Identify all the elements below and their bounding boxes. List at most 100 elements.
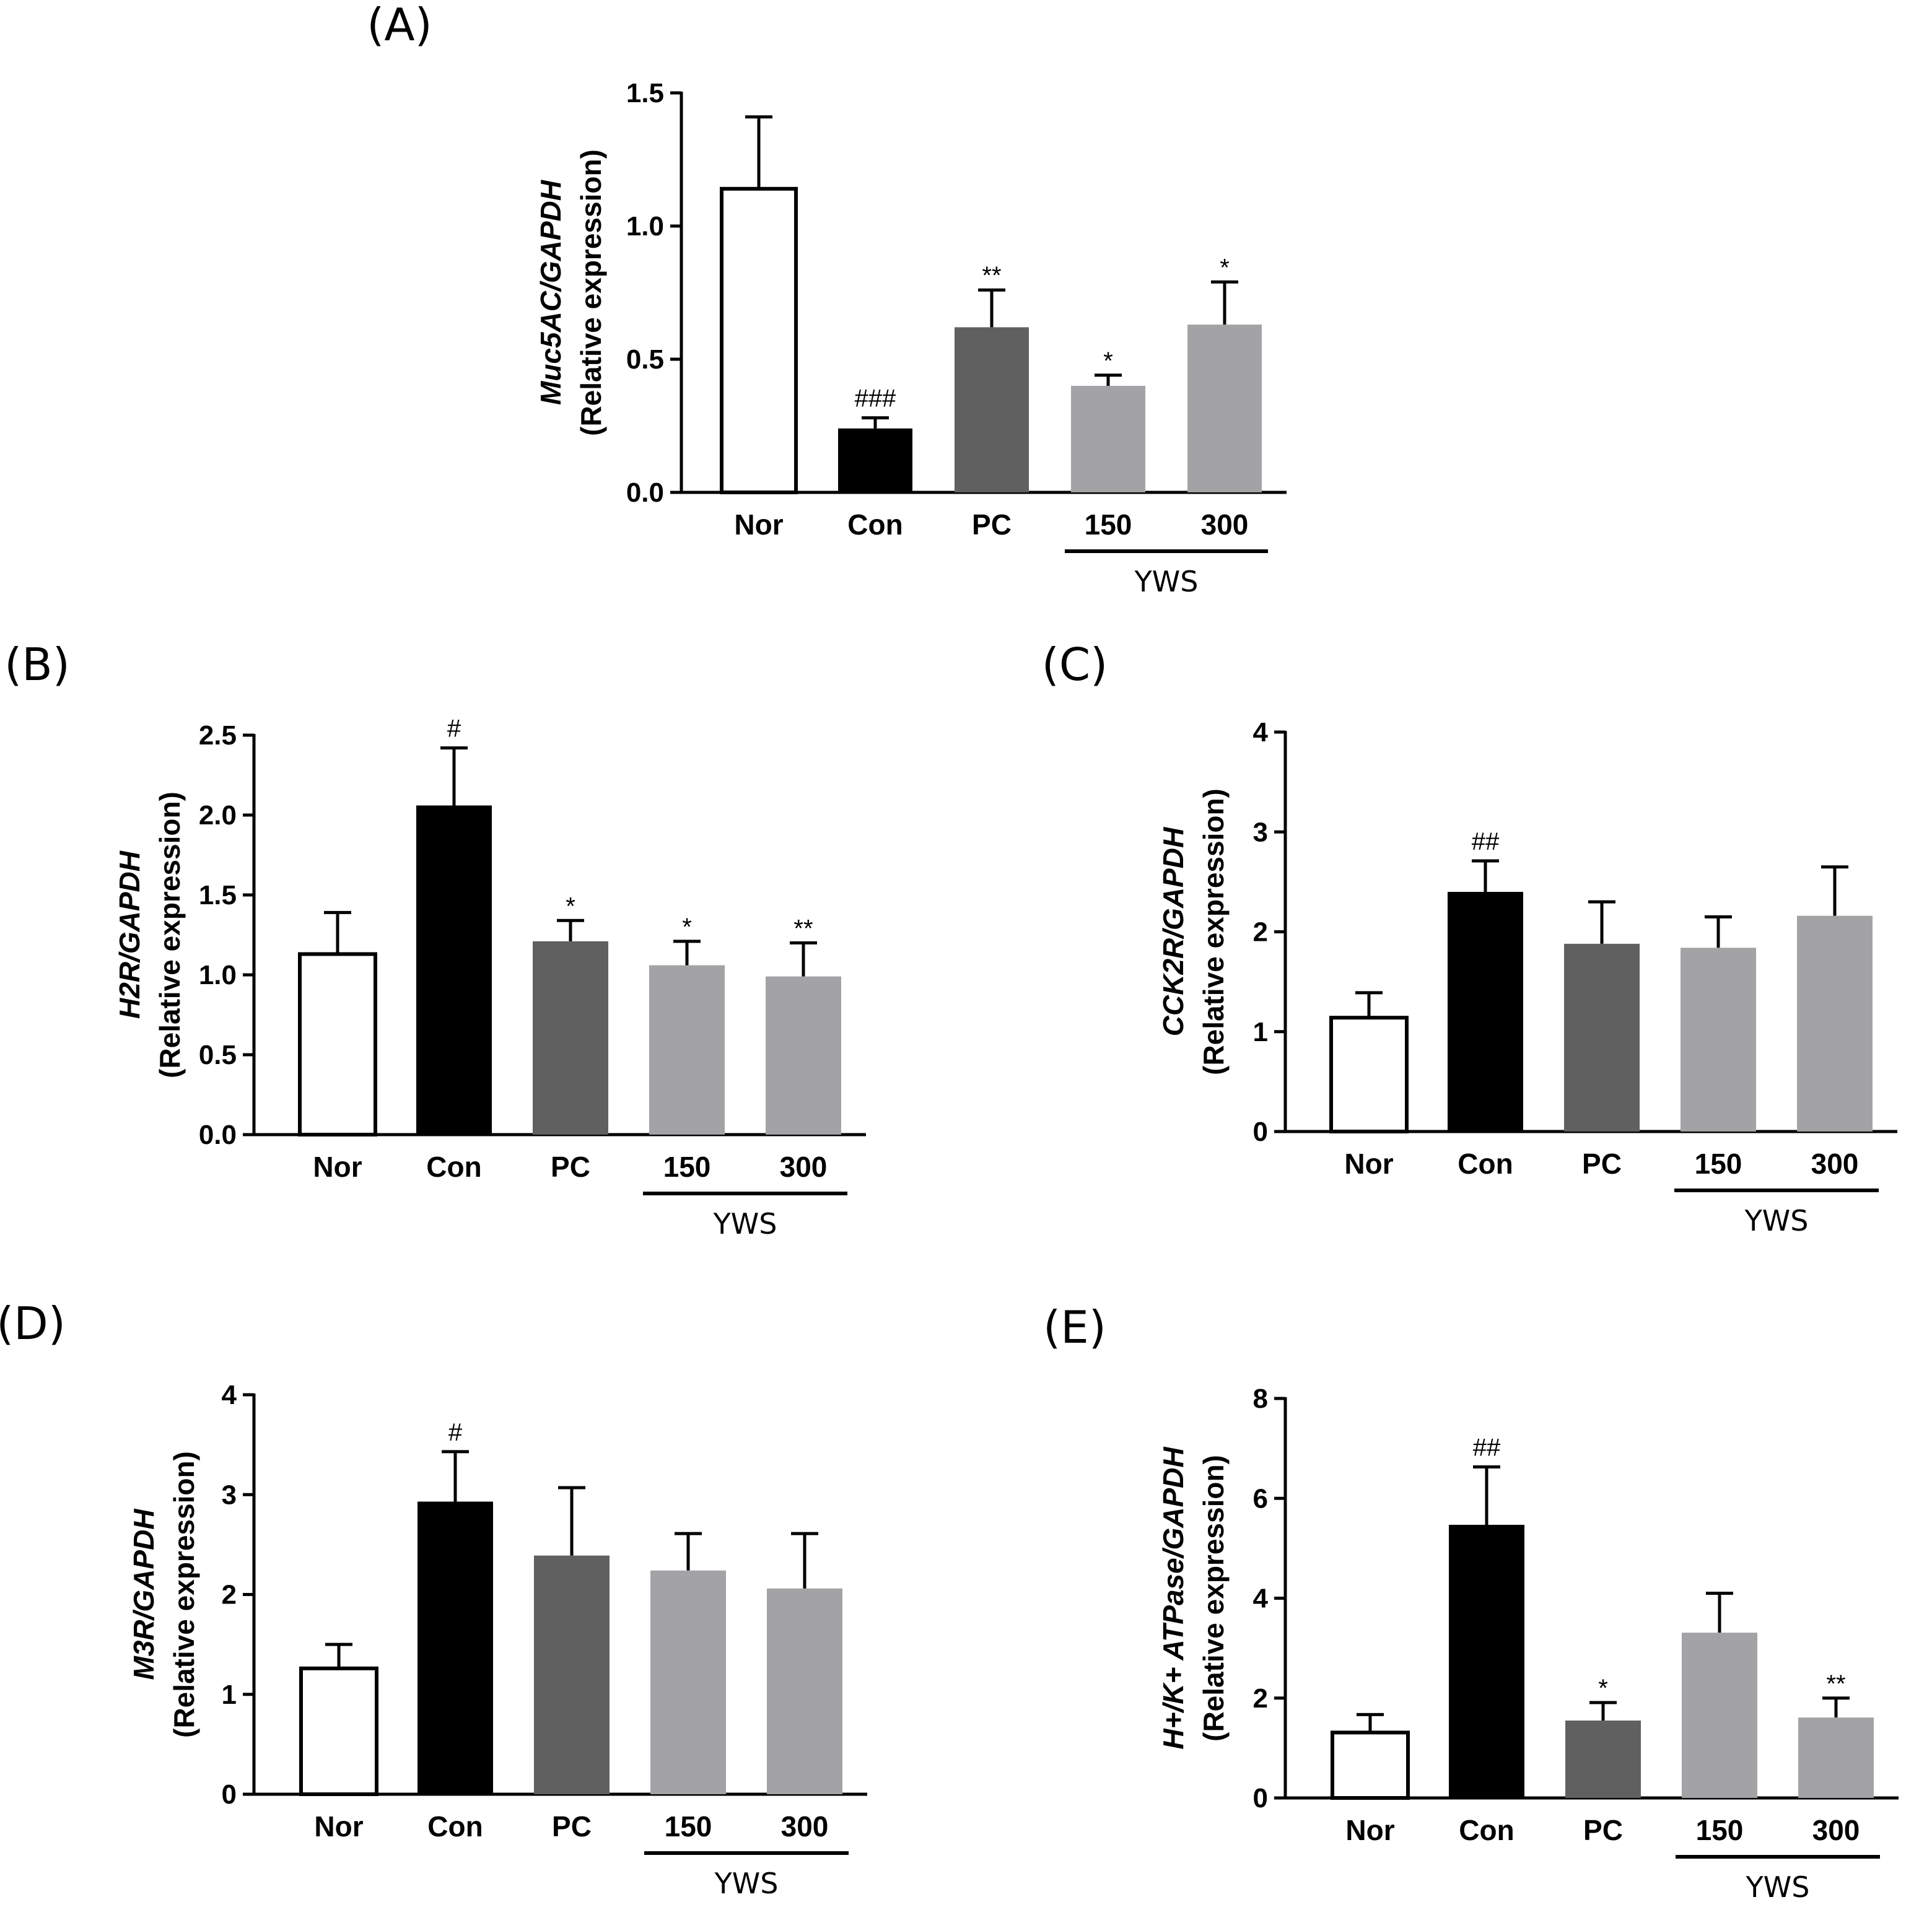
category-label: PC [551, 1151, 590, 1183]
significance-label: * [682, 914, 692, 941]
group-label: YWS [1746, 1870, 1810, 1904]
bar-150 [650, 1570, 726, 1794]
y-tick-label: 6 [1253, 1483, 1268, 1514]
bar-pc [534, 1555, 610, 1794]
category-label: 150 [1695, 1148, 1742, 1180]
bar-150 [649, 965, 725, 1135]
category-label: Con [427, 1810, 483, 1843]
category-label: 300 [780, 1151, 828, 1183]
group-label: YWS [1744, 1204, 1809, 1237]
bar-nor [299, 1666, 378, 1796]
significance-label: ## [1472, 828, 1500, 855]
category-label: 150 [663, 1151, 711, 1183]
bar-nor [720, 186, 798, 494]
significance-label: * [1103, 347, 1113, 375]
bar-nor [298, 952, 377, 1136]
bar-150 [1681, 948, 1756, 1132]
group-label: YWS [713, 1207, 777, 1241]
bar-con [416, 805, 492, 1135]
significance-label: * [1220, 254, 1230, 281]
category-label: Nor [314, 1810, 363, 1843]
y-tick-label: 4 [1253, 717, 1269, 748]
bar-con [838, 428, 912, 492]
y-tick-label: 0.0 [626, 478, 664, 508]
y-axis-sub-label: (Relative expression) [1197, 1455, 1230, 1742]
category-label: Nor [1344, 1148, 1393, 1180]
bar-300 [767, 1588, 842, 1794]
group-label: YWS [714, 1867, 779, 1900]
y-tick-label: 1.5 [199, 880, 237, 910]
significance-label: ## [1473, 1434, 1501, 1461]
category-label: 300 [781, 1810, 829, 1843]
significance-label: ** [982, 262, 1001, 289]
y-axis-gene-label: H2R/GAPDH [113, 850, 146, 1019]
category-label: Con [426, 1151, 481, 1183]
category-label: Nor [313, 1151, 362, 1183]
y-tick-label: 4 [1253, 1584, 1269, 1614]
category-label: 150 [1696, 1814, 1744, 1846]
y-tick-label: 0.5 [199, 1040, 237, 1070]
y-tick-label: 4 [222, 1380, 237, 1410]
y-tick-label: 3 [1253, 817, 1268, 847]
significance-label: # [447, 715, 461, 743]
bar-pc [533, 941, 608, 1135]
significance-label: ### [855, 385, 896, 412]
bar-150 [1682, 1633, 1757, 1798]
y-tick-label: 2.0 [199, 800, 237, 831]
y-axis-sub-label: (Relative expression) [168, 1451, 200, 1738]
bar-con [417, 1501, 493, 1794]
y-axis-gene-label: M3R/GAPDH [128, 1509, 160, 1680]
category-label: PC [552, 1810, 592, 1843]
y-tick-label: 2 [222, 1580, 237, 1610]
significance-label: # [448, 1419, 463, 1446]
category-label: 150 [665, 1810, 712, 1843]
panel-label: (A) [367, 0, 432, 51]
category-label: PC [1582, 1148, 1622, 1180]
category-label: Con [1459, 1814, 1514, 1846]
y-tick-label: 0 [1253, 1783, 1268, 1813]
category-label: 150 [1085, 508, 1132, 541]
y-tick-label: 1.0 [626, 211, 664, 242]
y-tick-label: 1.5 [626, 78, 664, 108]
y-tick-label: 0 [222, 1779, 237, 1810]
panel-label: (B) [4, 639, 70, 691]
bar-pc [1564, 943, 1640, 1132]
y-tick-label: 2 [1253, 1683, 1268, 1714]
y-axis-sub-label: (Relative expression) [1197, 788, 1230, 1075]
category-label: 300 [1811, 1148, 1859, 1180]
y-tick-label: 8 [1253, 1384, 1268, 1414]
bar-con [1448, 892, 1523, 1132]
y-tick-label: 2.5 [199, 720, 237, 751]
y-tick-label: 0 [1253, 1117, 1268, 1147]
bar-300 [766, 976, 841, 1135]
bar-300 [1187, 325, 1262, 492]
y-axis-gene-label: CCK2R/GAPDH [1157, 827, 1189, 1036]
panel-label: (D) [0, 1298, 66, 1350]
y-axis-sub-label: (Relative expression) [575, 149, 607, 436]
category-label: Nor [734, 508, 783, 541]
bar-pc [955, 327, 1029, 492]
bar-300 [1798, 1717, 1874, 1798]
y-axis-gene-label: H+/K+ ATPase/GAPDH [1157, 1447, 1189, 1750]
panel-label: (E) [1043, 1301, 1106, 1353]
y-tick-label: 2 [1253, 917, 1268, 948]
category-label: PC [1583, 1814, 1623, 1846]
significance-label: ** [793, 915, 813, 942]
y-tick-label: 0.0 [199, 1120, 237, 1150]
panel-label: (C) [1042, 639, 1108, 691]
y-axis-sub-label: (Relative expression) [154, 792, 186, 1078]
bar-nor [1331, 1730, 1410, 1800]
y-tick-label: 1 [1253, 1017, 1268, 1047]
bar-con [1449, 1524, 1524, 1798]
category-label: Con [1458, 1148, 1513, 1180]
significance-label: * [566, 892, 575, 920]
category-label: Con [847, 508, 903, 541]
y-tick-label: 0.5 [626, 344, 664, 375]
bar-300 [1797, 915, 1873, 1132]
category-label: 300 [1812, 1814, 1860, 1846]
